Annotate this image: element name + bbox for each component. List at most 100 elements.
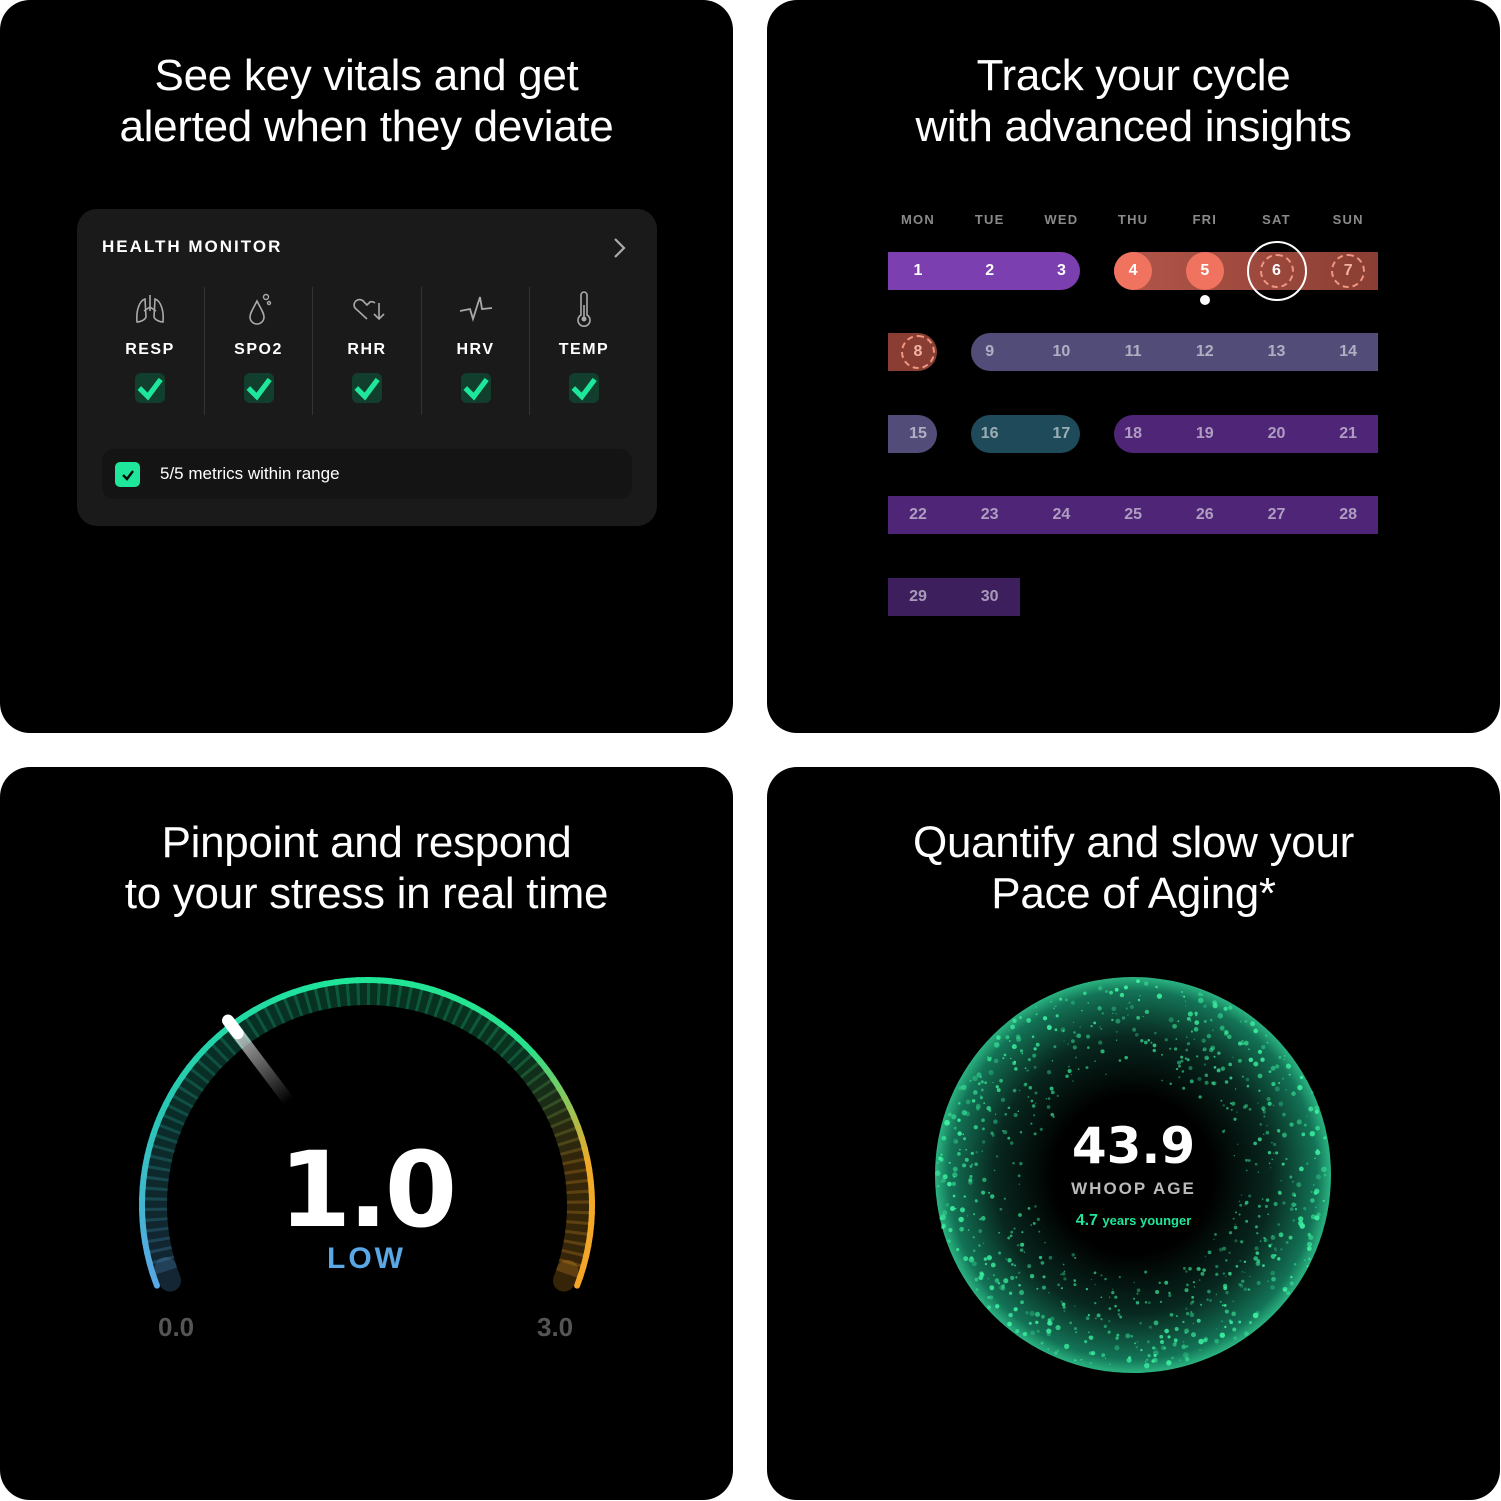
gauge-arc-segment	[506, 1046, 532, 1072]
calendar-day[interactable]: 23	[980, 506, 999, 524]
metric-hrv[interactable]: HRV	[422, 289, 530, 403]
orb-particle	[1143, 981, 1149, 986]
calendar-day[interactable]: 19	[1195, 424, 1214, 442]
calendar-day[interactable]: 15	[909, 424, 927, 442]
calendar-day[interactable]: 2	[985, 262, 995, 279]
orb-particle	[1144, 1009, 1150, 1015]
calendar-day[interactable]: 24	[1052, 506, 1071, 524]
orb-particle	[1285, 1063, 1292, 1069]
calendar-day[interactable]: 21	[1339, 424, 1358, 442]
orb-particle	[1050, 1090, 1055, 1095]
orb-particle	[1266, 1041, 1269, 1044]
orb-particle	[1214, 1338, 1219, 1344]
orb-particle	[1278, 1055, 1282, 1059]
orb-particle	[1164, 1280, 1169, 1285]
gauge-arc-segment	[476, 1019, 501, 1046]
calendar-day[interactable]: 17	[1052, 424, 1071, 442]
calendar-day[interactable]: 13	[1267, 343, 1286, 361]
calendar-day[interactable]: 20	[1267, 424, 1286, 442]
gauge-arc-segment	[574, 1272, 584, 1289]
orb-particle	[1232, 1327, 1237, 1332]
health-monitor-card[interactable]: HEALTH MONITOR RESP SPO2 RHR HRV TEMP 5/5 me…	[77, 209, 657, 526]
orb-particle	[1224, 1030, 1229, 1035]
orb-particle	[1062, 1029, 1065, 1032]
orb-particle	[959, 1226, 965, 1232]
orb-particle	[1193, 1038, 1196, 1041]
chevron-right-icon[interactable]	[609, 235, 629, 261]
calendar-day[interactable]: 18	[1124, 424, 1142, 442]
metric-spo2[interactable]: SPO2	[205, 289, 313, 403]
orb-particle	[1100, 1274, 1103, 1277]
orb-particle	[1060, 1027, 1066, 1033]
calendar-day[interactable]: 7	[1331, 254, 1366, 288]
calendar-day[interactable]: 28	[1339, 506, 1358, 524]
check-icon	[135, 373, 165, 403]
orb-particle	[1088, 1351, 1093, 1356]
metric-rhr[interactable]: RHR	[313, 289, 421, 403]
gauge-arc-segment	[460, 1008, 483, 1035]
calendar-day[interactable]: 5	[1185, 252, 1224, 290]
orb-particle	[1075, 1331, 1078, 1334]
orb-particle	[1270, 1065, 1276, 1071]
orb-particle	[962, 1133, 965, 1136]
orb-particle	[1222, 1272, 1226, 1275]
calendar-day[interactable]: 22	[909, 506, 927, 524]
calendar-day[interactable]: 8	[901, 335, 935, 370]
orb-particle	[1203, 1019, 1207, 1023]
calendar-day[interactable]: 9	[985, 343, 995, 361]
calendar-day[interactable]: 4	[1114, 252, 1153, 290]
orb-particle	[1206, 1033, 1212, 1039]
orb-particle	[1290, 1275, 1293, 1279]
gauge-needle-head	[221, 1014, 244, 1040]
orb-particle	[1107, 1330, 1111, 1334]
calendar-day[interactable]: 3	[1056, 262, 1066, 279]
orb-particle	[1248, 1194, 1252, 1198]
orb-particle	[941, 1223, 946, 1229]
orb-particle	[1136, 1015, 1141, 1020]
calendar-day[interactable]: 11	[1124, 343, 1142, 361]
divider	[420, 287, 422, 415]
orb-particle	[1190, 1020, 1192, 1022]
orb-particle	[1089, 1362, 1092, 1365]
calendar-day[interactable]: 30	[980, 587, 999, 605]
orb-particle	[1015, 1276, 1018, 1279]
orb-particle	[1047, 1291, 1050, 1294]
metric-temp[interactable]: TEMP	[530, 289, 638, 403]
orb-particle	[1277, 1257, 1281, 1261]
calendar-day[interactable]: 26	[1195, 506, 1214, 524]
orb-particle	[956, 1248, 960, 1252]
calendar-day[interactable]: 29	[909, 587, 927, 605]
orb-particle	[1321, 1166, 1327, 1173]
gauge-arc-segment	[499, 1039, 525, 1065]
calendar-day[interactable]: 16	[980, 424, 999, 442]
orb-particle	[1259, 1122, 1263, 1126]
orb-particle	[1291, 1091, 1296, 1096]
orb-particle	[1255, 1251, 1260, 1255]
orb-particle	[1164, 1038, 1168, 1042]
orb-particle	[990, 1131, 994, 1135]
orb-particle	[1186, 1283, 1189, 1287]
orb-particle	[1164, 1328, 1169, 1334]
orb-particle	[1074, 1305, 1076, 1307]
orb-particle	[1153, 1353, 1157, 1357]
orb-particle	[1144, 1270, 1148, 1274]
calendar-day[interactable]: 25	[1124, 506, 1142, 524]
calendar-day[interactable]: 14	[1339, 343, 1358, 361]
calendar-day[interactable]: 12	[1195, 343, 1214, 361]
metric-resp[interactable]: RESP	[96, 289, 204, 403]
orb-particle	[1265, 1130, 1270, 1135]
orb-particle	[1276, 1128, 1281, 1133]
calendar-day[interactable]: 27	[1267, 506, 1286, 524]
orb-particle	[1077, 1068, 1080, 1070]
orb-particle	[1155, 985, 1158, 989]
calendar-day[interactable]: 10	[1052, 343, 1071, 361]
orb-particle	[1128, 1001, 1131, 1004]
orb-particle	[1147, 1301, 1151, 1305]
orb-particle	[1296, 1119, 1302, 1125]
orb-particle	[1085, 1066, 1089, 1070]
gauge-arc-segment	[546, 1107, 573, 1129]
orb-particle	[1247, 1288, 1251, 1291]
orb-particle	[1189, 1312, 1195, 1318]
calendar-day[interactable]: 1	[913, 262, 923, 279]
gauge-arc-segment	[149, 1245, 175, 1265]
